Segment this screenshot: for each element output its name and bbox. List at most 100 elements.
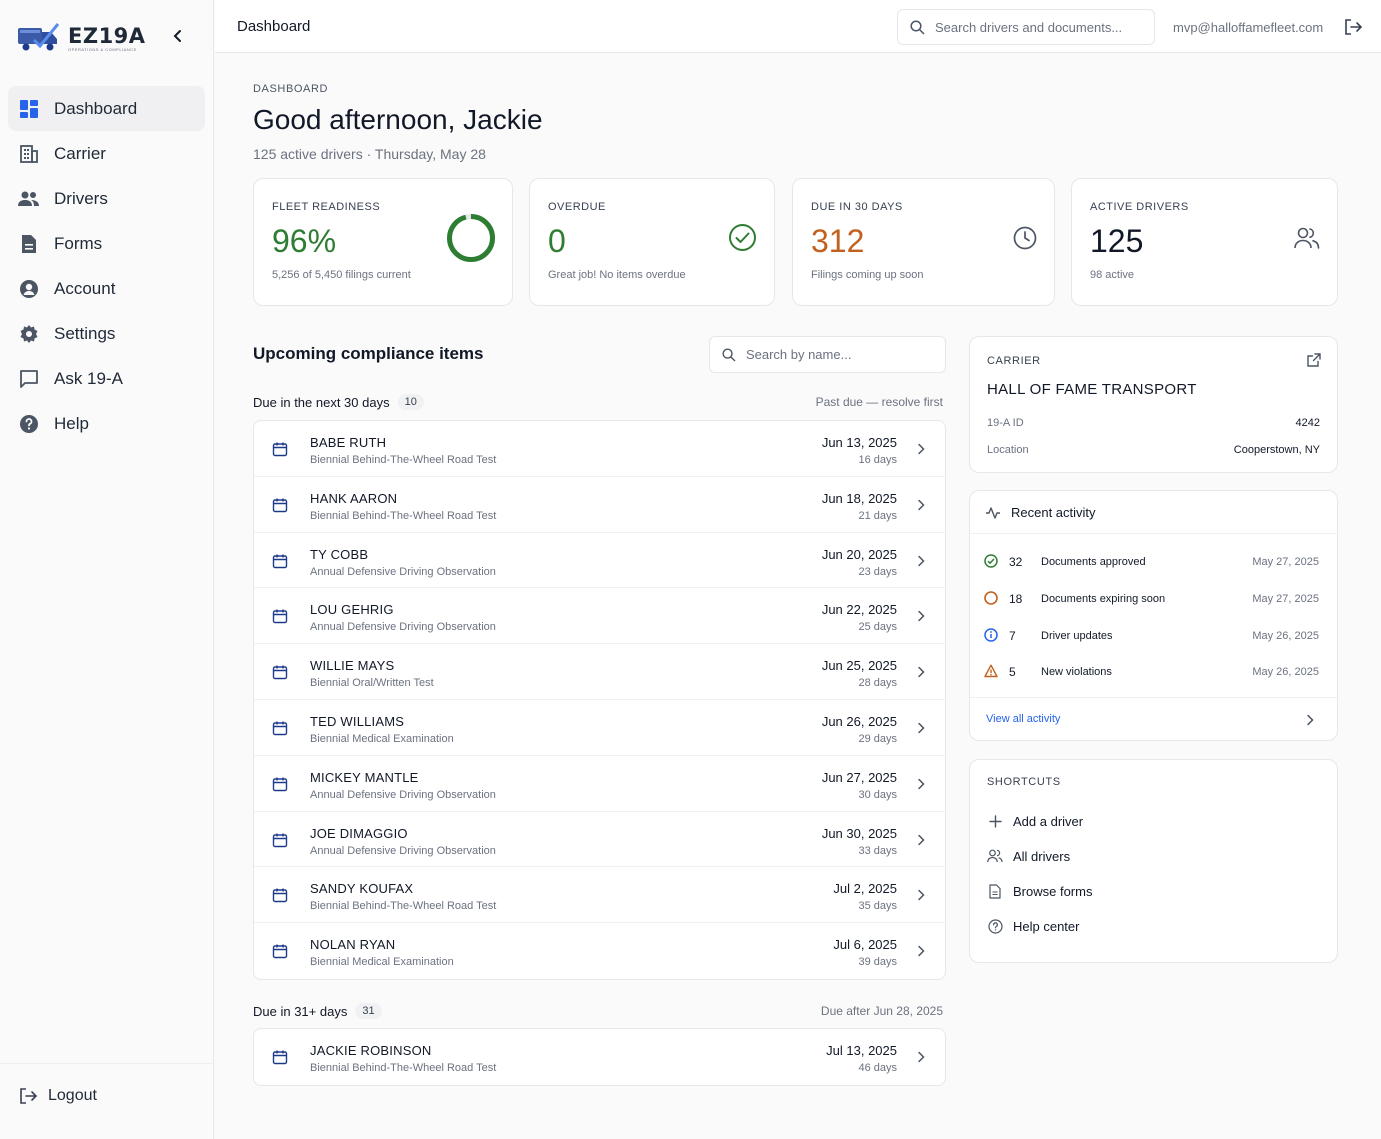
sidebar-item-forms[interactable]: Forms (8, 221, 205, 266)
compliance-row[interactable]: TY COBB Annual Defensive Driving Observat… (254, 533, 945, 589)
sidebar: EZ19A OPERATIONS & COMPLIANCE Dashboard … (0, 0, 214, 1139)
activity-row[interactable]: 32 Documents approved May 27, 2025 (970, 551, 1337, 573)
collapse-sidebar-button[interactable] (168, 26, 188, 46)
external-link-icon[interactable] (1307, 353, 1321, 367)
sidebar-item-help[interactable]: Help (8, 401, 205, 446)
page-eyebrow: DASHBOARD (253, 83, 329, 95)
activity-date: May 26, 2025 (1252, 630, 1319, 642)
activity-date: May 26, 2025 (1252, 666, 1319, 678)
days-remaining: 46 days (858, 1062, 897, 1074)
sidebar-item-account[interactable]: Account (8, 266, 205, 311)
driver-name: MICKEY MANTLE (310, 769, 419, 785)
group-title: Due in 31+ days (253, 1003, 348, 1019)
due-date: Jul 2, 2025 (833, 881, 897, 897)
compliance-row[interactable]: LOU GEHRIG Annual Defensive Driving Obser… (254, 588, 945, 645)
document-icon (18, 233, 40, 255)
user-email[interactable]: mvp@halloffamefleet.com (1173, 20, 1324, 35)
driver-name: JACKIE ROBINSON (310, 1043, 432, 1058)
due-date: Jun 20, 2025 (821, 546, 897, 562)
overdue-card[interactable]: OVERDUE 0 Great job! No items overdue (529, 178, 775, 306)
activity-header: Recent activity (970, 491, 1337, 534)
shortcut-help-center[interactable]: Help center (987, 916, 1079, 936)
logout-icon[interactable] (1343, 17, 1363, 37)
driver-name: JOE DIMAGGIO (310, 825, 408, 841)
activity-count: 18 (1009, 592, 1023, 606)
driver-name: NOLAN RYAN (310, 937, 396, 953)
chat-icon (18, 368, 40, 390)
stat-label: OVERDUE (548, 201, 606, 213)
active-drivers-card[interactable]: ACTIVE DRIVERS 125 98 active (1071, 178, 1338, 306)
compliance-row[interactable]: BABE RUTH Biennial Behind-The-Wheel Road … (254, 421, 945, 477)
shortcut-all-drivers[interactable]: All drivers (987, 846, 1070, 866)
compliance-row[interactable]: JOE DIMAGGIO Annual Defensive Driving Obs… (254, 812, 945, 868)
group-hint: Past due — resolve first (815, 395, 943, 409)
sidebar-item-label: Carrier (54, 143, 106, 163)
logo[interactable]: EZ19A OPERATIONS & COMPLIANCE (16, 18, 196, 58)
sidebar-item-ask-19a[interactable]: Ask 19-A (8, 356, 205, 401)
sidebar-item-label: Help (54, 413, 89, 433)
building-icon (18, 143, 40, 165)
name-search[interactable] (709, 336, 946, 373)
compliance-row[interactable]: MICKEY MANTLE Annual Defensive Driving Ob… (254, 756, 945, 812)
compliance-row[interactable]: SANDY KOUFAX Biennial Behind-The-Wheel Ro… (254, 867, 945, 924)
search-icon (722, 347, 736, 362)
calendar-icon (272, 888, 288, 903)
compliance-row[interactable]: WILLIE MAYS Biennial Oral/Written Test Jun… (254, 644, 945, 700)
compliance-row[interactable]: TED WILLIAMS Biennial Medical Examination… (254, 700, 945, 756)
group-hint: Due after Jun 28, 2025 (820, 1004, 943, 1018)
activity-date: May 27, 2025 (1252, 556, 1319, 568)
carrier-id-value: 4242 (1295, 417, 1320, 429)
global-search-input[interactable] (935, 19, 1135, 35)
due-30-days-card[interactable]: DUE IN 30 DAYS 312 Filings coming up soo… (792, 178, 1055, 306)
chevron-left-icon (173, 30, 181, 42)
truck-logo-icon (18, 23, 60, 51)
sidebar-item-settings[interactable]: Settings (8, 311, 205, 356)
sidebar-item-label: Settings (54, 323, 116, 343)
stat-note: Filings coming up soon (811, 269, 924, 281)
days-remaining: 28 days (858, 677, 897, 690)
calendar-icon (272, 721, 288, 736)
clock-icon (1013, 226, 1037, 250)
page-title: Good afternoon, Jackie (253, 104, 543, 135)
due-date: Jun 27, 2025 (821, 769, 897, 785)
days-remaining: 33 days (858, 844, 897, 857)
gear-icon (18, 323, 40, 345)
shortcut-browse-forms[interactable]: Browse forms (987, 881, 1092, 901)
sidebar-item-carrier[interactable]: Carrier (8, 131, 205, 176)
due-date: Jul 13, 2025 (826, 1043, 897, 1058)
check-circle-icon (729, 224, 756, 251)
driver-name: SANDY KOUFAX (310, 881, 414, 897)
logout-label: Logout (48, 1087, 97, 1104)
sidebar-item-drivers[interactable]: Drivers (8, 176, 205, 221)
shortcut-label: Browse forms (1013, 883, 1093, 899)
days-remaining: 23 days (858, 565, 897, 578)
sidebar-item-dashboard[interactable]: Dashboard (8, 86, 205, 131)
fleet-readiness-card[interactable]: FLEET READINESS 96% 5,256 of 5,450 filin… (253, 178, 513, 306)
stat-value: 0 (548, 223, 566, 259)
driver-name: TY COBB (310, 546, 369, 562)
compliance-section-title: Upcoming compliance items (253, 344, 484, 363)
global-search[interactable] (897, 9, 1155, 45)
users-icon (18, 188, 40, 210)
chevron-right-icon (918, 611, 925, 622)
due-date: Jun 25, 2025 (821, 658, 897, 674)
help-icon (18, 413, 40, 435)
view-all-activity-link[interactable]: View all activity (970, 697, 1337, 740)
name-search-input[interactable] (745, 347, 945, 362)
activity-row[interactable]: 7 Driver updates May 26, 2025 (970, 625, 1337, 647)
activity-row[interactable]: 18 Documents expiring soon May 27, 2025 (970, 588, 1337, 610)
chevron-right-icon (918, 666, 925, 678)
carrier-location-label: Location (987, 444, 1029, 456)
due-date: Jun 30, 2025 (821, 825, 897, 841)
activity-row[interactable]: 5 New violations May 26, 2025 (970, 661, 1337, 683)
chevron-right-icon (918, 1051, 925, 1063)
users-icon (987, 848, 1003, 864)
chevron-right-icon (918, 834, 925, 845)
calendar-icon (272, 609, 288, 624)
compliance-row[interactable]: JACKIE ROBINSON Biennial Behind-The-Wheel… (254, 1029, 945, 1085)
shortcut-add-driver[interactable]: Add a driver (987, 811, 1083, 831)
compliance-row[interactable]: HANK AARON Biennial Behind-The-Wheel Road… (254, 477, 945, 533)
stat-label: DUE IN 30 DAYS (811, 201, 903, 213)
compliance-row[interactable]: NOLAN RYAN Biennial Medical Examination Ju… (254, 923, 945, 979)
logout-button[interactable]: Logout (18, 1086, 97, 1106)
